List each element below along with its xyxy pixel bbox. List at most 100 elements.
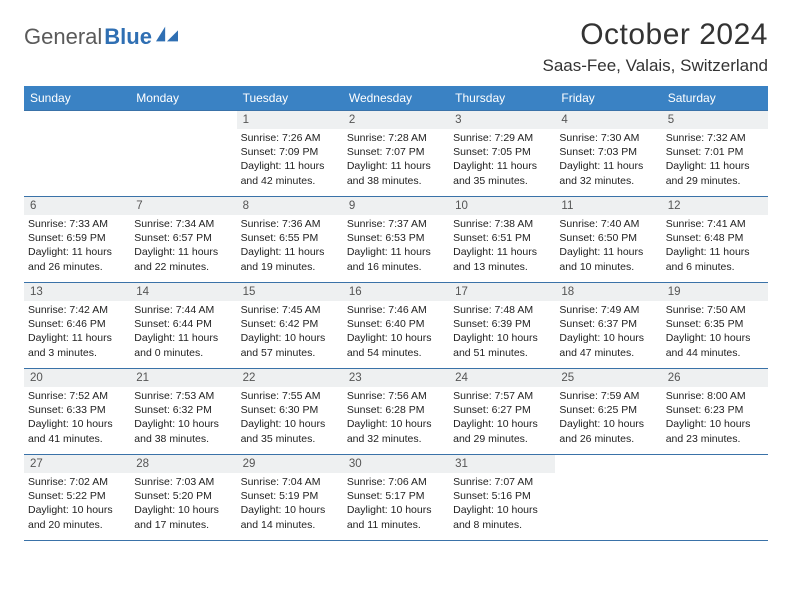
day-info: Sunrise: 7:38 AMSunset: 6:51 PMDaylight:… xyxy=(449,215,555,278)
daylight-text: Daylight: 10 hours and 14 minutes. xyxy=(241,503,339,531)
daylight-text: Daylight: 10 hours and 54 minutes. xyxy=(347,331,445,359)
day-number: 8 xyxy=(237,197,343,215)
calendar-row: 6 Sunrise: 7:33 AMSunset: 6:59 PM Daylight… xyxy=(24,197,768,283)
cell-inner: 23Sunrise: 7:56 AMSunset: 6:28 PMDayligh… xyxy=(343,369,449,450)
daylight-text: Daylight: 10 hours and 57 minutes. xyxy=(241,331,339,359)
sunrise-text: Sunrise: 8:00 AM xyxy=(666,389,764,403)
calendar-row: 27Sunrise: 7:02 AMSunset: 5:22 PMDayligh… xyxy=(24,455,768,541)
day-number: 6 xyxy=(24,197,130,215)
brand-part1: General xyxy=(24,24,102,50)
daylight-text: Daylight: 11 hours and 6 minutes. xyxy=(666,245,764,273)
calendar-cell xyxy=(555,455,661,541)
sunrise-text: Sunrise: 7:45 AM xyxy=(241,303,339,317)
day-number-empty xyxy=(24,111,130,129)
sunrise-text: Sunrise: 7:55 AM xyxy=(241,389,339,403)
header: GeneralBlue October 2024 Saas-Fee, Valai… xyxy=(24,18,768,76)
daylight-text: Daylight: 10 hours and 26 minutes. xyxy=(559,417,657,445)
sunrise-text: Sunrise: 7:59 AM xyxy=(559,389,657,403)
day-number: 9 xyxy=(343,197,449,215)
day-info: Sunrise: 7:55 AMSunset: 6:30 PMDaylight:… xyxy=(237,387,343,450)
cell-inner: 6Sunrise: 7:33 AMSunset: 6:59 PMDaylight… xyxy=(24,197,130,278)
sunrise-text: Sunrise: 7:04 AM xyxy=(241,475,339,489)
sunrise-text: Sunrise: 7:29 AM xyxy=(453,131,551,145)
sunset-text: Sunset: 6:51 PM xyxy=(453,231,551,245)
day-number: 22 xyxy=(237,369,343,387)
daylight-text: Daylight: 11 hours and 32 minutes. xyxy=(559,159,657,187)
sunrise-text: Sunrise: 7:26 AM xyxy=(241,131,339,145)
sunset-text: Sunset: 5:22 PM xyxy=(28,489,126,503)
daylight-text: Daylight: 11 hours and 35 minutes. xyxy=(453,159,551,187)
cell-inner: 13Sunrise: 7:42 AMSunset: 6:46 PMDayligh… xyxy=(24,283,130,364)
daylight-text: Daylight: 10 hours and 8 minutes. xyxy=(453,503,551,531)
day-info: Sunrise: 7:48 AMSunset: 6:39 PMDaylight:… xyxy=(449,301,555,364)
sunrise-text: Sunrise: 7:33 AM xyxy=(28,217,126,231)
day-number: 30 xyxy=(343,455,449,473)
daylight-text: Daylight: 10 hours and 47 minutes. xyxy=(559,331,657,359)
day-info: Sunrise: 8:00 AMSunset: 6:23 PMDaylight:… xyxy=(662,387,768,450)
sunset-text: Sunset: 7:09 PM xyxy=(241,145,339,159)
day-number-empty xyxy=(662,455,768,473)
weekday-header: Thursday xyxy=(449,86,555,111)
daylight-text: Daylight: 10 hours and 51 minutes. xyxy=(453,331,551,359)
day-info: Sunrise: 7:32 AMSunset: 7:01 PMDaylight:… xyxy=(662,129,768,192)
cell-inner: 2Sunrise: 7:28 AMSunset: 7:07 PMDaylight… xyxy=(343,111,449,192)
sunset-text: Sunset: 6:59 PM xyxy=(28,231,126,245)
sunrise-text: Sunrise: 7:30 AM xyxy=(559,131,657,145)
day-info: Sunrise: 7:04 AMSunset: 5:19 PMDaylight:… xyxy=(237,473,343,536)
calendar-cell: 31Sunrise: 7:07 AMSunset: 5:16 PMDayligh… xyxy=(449,455,555,541)
calendar-cell xyxy=(130,111,236,197)
daylight-text: Daylight: 11 hours and 38 minutes. xyxy=(347,159,445,187)
day-number: 10 xyxy=(449,197,555,215)
calendar-cell xyxy=(662,455,768,541)
day-info: Sunrise: 7:41 AMSunset: 6:48 PMDaylight:… xyxy=(662,215,768,278)
day-number: 26 xyxy=(662,369,768,387)
day-info: Sunrise: 7:49 AMSunset: 6:37 PMDaylight:… xyxy=(555,301,661,364)
sunset-text: Sunset: 6:25 PM xyxy=(559,403,657,417)
calendar-cell: 26Sunrise: 8:00 AMSunset: 6:23 PMDayligh… xyxy=(662,369,768,455)
sunset-text: Sunset: 6:55 PM xyxy=(241,231,339,245)
sunrise-text: Sunrise: 7:41 AM xyxy=(666,217,764,231)
day-info: Sunrise: 7:44 AMSunset: 6:44 PMDaylight:… xyxy=(130,301,236,364)
cell-inner: 15Sunrise: 7:45 AMSunset: 6:42 PMDayligh… xyxy=(237,283,343,364)
cell-inner: 21Sunrise: 7:53 AMSunset: 6:32 PMDayligh… xyxy=(130,369,236,450)
sunset-text: Sunset: 6:39 PM xyxy=(453,317,551,331)
sunset-text: Sunset: 6:33 PM xyxy=(28,403,126,417)
day-info: Sunrise: 7:53 AMSunset: 6:32 PMDaylight:… xyxy=(130,387,236,450)
calendar-cell: 30Sunrise: 7:06 AMSunset: 5:17 PMDayligh… xyxy=(343,455,449,541)
day-number: 17 xyxy=(449,283,555,301)
sunrise-text: Sunrise: 7:36 AM xyxy=(241,217,339,231)
calendar-cell: 5Sunrise: 7:32 AMSunset: 7:01 PMDaylight… xyxy=(662,111,768,197)
day-number: 31 xyxy=(449,455,555,473)
page-title: October 2024 xyxy=(542,18,768,52)
sunrise-text: Sunrise: 7:28 AM xyxy=(347,131,445,145)
cell-inner: 10Sunrise: 7:38 AMSunset: 6:51 PMDayligh… xyxy=(449,197,555,278)
cell-inner: 4Sunrise: 7:30 AMSunset: 7:03 PMDaylight… xyxy=(555,111,661,192)
day-info: Sunrise: 7:06 AMSunset: 5:17 PMDaylight:… xyxy=(343,473,449,536)
calendar-head: SundayMondayTuesdayWednesdayThursdayFrid… xyxy=(24,86,768,111)
cell-inner xyxy=(662,455,768,473)
calendar-cell: 19Sunrise: 7:50 AMSunset: 6:35 PMDayligh… xyxy=(662,283,768,369)
cell-inner: 30Sunrise: 7:06 AMSunset: 5:17 PMDayligh… xyxy=(343,455,449,536)
calendar-cell: 25Sunrise: 7:59 AMSunset: 6:25 PMDayligh… xyxy=(555,369,661,455)
daylight-text: Daylight: 10 hours and 17 minutes. xyxy=(134,503,232,531)
day-number: 7 xyxy=(130,197,236,215)
sunset-text: Sunset: 6:48 PM xyxy=(666,231,764,245)
location: Saas-Fee, Valais, Switzerland xyxy=(542,56,768,76)
sunset-text: Sunset: 6:40 PM xyxy=(347,317,445,331)
sunrise-text: Sunrise: 7:03 AM xyxy=(134,475,232,489)
daylight-text: Daylight: 10 hours and 29 minutes. xyxy=(453,417,551,445)
sunset-text: Sunset: 5:16 PM xyxy=(453,489,551,503)
calendar-cell: 29Sunrise: 7:04 AMSunset: 5:19 PMDayligh… xyxy=(237,455,343,541)
sunset-text: Sunset: 6:28 PM xyxy=(347,403,445,417)
calendar-page: GeneralBlue October 2024 Saas-Fee, Valai… xyxy=(0,0,792,612)
day-number: 3 xyxy=(449,111,555,129)
calendar-cell: 21Sunrise: 7:53 AMSunset: 6:32 PMDayligh… xyxy=(130,369,236,455)
day-number: 27 xyxy=(24,455,130,473)
sunrise-text: Sunrise: 7:44 AM xyxy=(134,303,232,317)
day-info: Sunrise: 7:46 AMSunset: 6:40 PMDaylight:… xyxy=(343,301,449,364)
calendar-cell: 1Sunrise: 7:26 AMSunset: 7:09 PMDaylight… xyxy=(237,111,343,197)
sunset-text: Sunset: 6:50 PM xyxy=(559,231,657,245)
day-number: 28 xyxy=(130,455,236,473)
sunrise-text: Sunrise: 7:34 AM xyxy=(134,217,232,231)
daylight-text: Daylight: 10 hours and 11 minutes. xyxy=(347,503,445,531)
